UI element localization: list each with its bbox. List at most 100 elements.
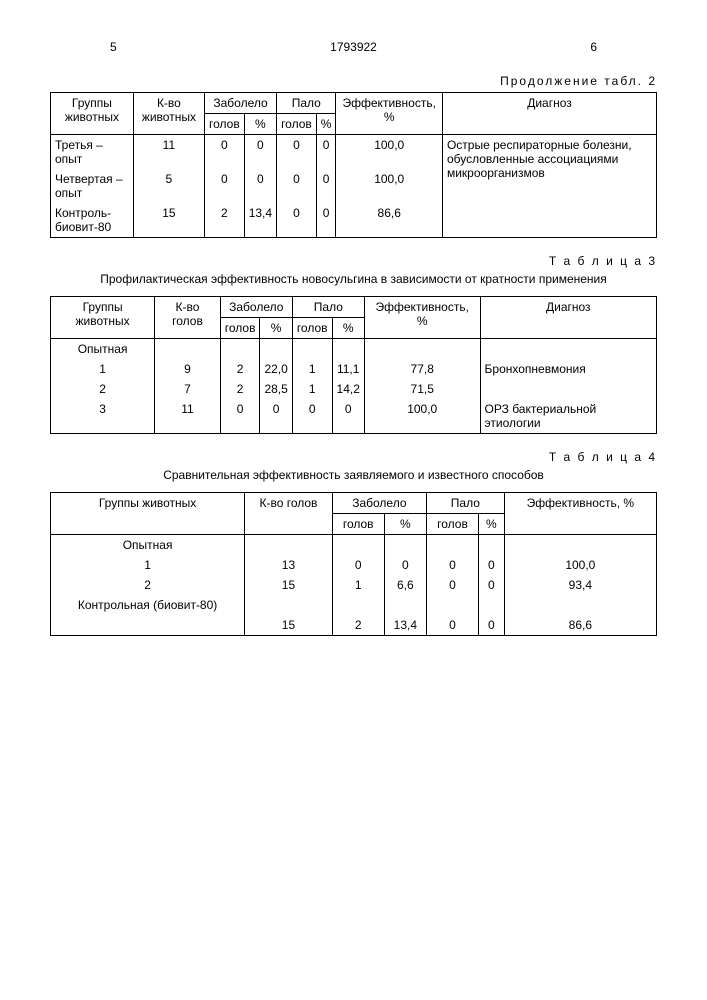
cell-ill-h: 0 bbox=[204, 135, 244, 170]
col-eff: Эффективность, % bbox=[336, 93, 443, 135]
cell-diag: ОРЗ бактериальной этиологии bbox=[480, 399, 656, 434]
col-died-pct: % bbox=[332, 318, 364, 339]
cell-ill-h: 0 bbox=[220, 399, 260, 434]
col-ill-pct: % bbox=[244, 114, 276, 135]
cell-d-p: 0 bbox=[316, 135, 336, 170]
cell-count: 11 bbox=[133, 135, 204, 170]
cell-ill-p: 13,4 bbox=[384, 615, 426, 636]
table2: Группы животных К-во животных Заболело П… bbox=[50, 92, 657, 238]
cell-count: 5 bbox=[133, 169, 204, 203]
cell-group: 2 bbox=[51, 575, 245, 595]
cell-d-h: 0 bbox=[427, 555, 479, 575]
table-row: Контрольная (биовит-80) bbox=[51, 595, 657, 615]
cell-d-p: 0 bbox=[316, 203, 336, 238]
col-died-pct: % bbox=[478, 514, 504, 535]
cell-ill-h: 0 bbox=[332, 555, 384, 575]
table-row: 15 2 13,4 0 0 86,6 bbox=[51, 615, 657, 636]
cell-d-h: 0 bbox=[427, 615, 479, 636]
cell-ill-h: 2 bbox=[220, 379, 260, 399]
col-count: К-во голов bbox=[245, 493, 333, 535]
col-ill-pct: % bbox=[260, 318, 292, 339]
col-group: Группы животных bbox=[51, 493, 245, 535]
cell-group: 3 bbox=[51, 399, 155, 434]
col-died-heads: голов bbox=[277, 114, 317, 135]
cell-ill-p: 28,5 bbox=[260, 379, 292, 399]
cell-count: 15 bbox=[245, 615, 333, 636]
cell-d-h: 0 bbox=[277, 169, 317, 203]
cell-d-p: 11,1 bbox=[332, 359, 364, 379]
col-died: Пало bbox=[427, 493, 505, 514]
table-row: 1 9 2 22,0 1 11,1 77,8 Бронхопневмония bbox=[51, 359, 657, 379]
col-diag: Диагноз bbox=[480, 297, 656, 339]
page-right: 6 bbox=[590, 40, 597, 54]
cell-diag bbox=[480, 379, 656, 399]
cell-ill-h: 1 bbox=[332, 575, 384, 595]
table4-label: Т а б л и ц а 4 bbox=[50, 450, 657, 464]
cell-group: Опытная bbox=[51, 535, 245, 556]
cell-d-p: 0 bbox=[316, 169, 336, 203]
col-ill: Заболело bbox=[332, 493, 426, 514]
cell-eff: 93,4 bbox=[504, 575, 656, 595]
cell-d-h: 0 bbox=[277, 203, 317, 238]
cell-ill-h: 2 bbox=[204, 203, 244, 238]
cell-eff: 86,6 bbox=[336, 203, 443, 238]
table-row: 2 15 1 6,6 0 0 93,4 bbox=[51, 575, 657, 595]
cell-ill-h: 2 bbox=[220, 359, 260, 379]
cell-group: 2 bbox=[51, 379, 155, 399]
cell-eff: 100,0 bbox=[336, 135, 443, 170]
col-diag: Диагноз bbox=[442, 93, 656, 135]
page-left: 5 bbox=[110, 40, 117, 54]
col-eff: Эффективность, % bbox=[504, 493, 656, 535]
cell-diag: Бронхопневмония bbox=[480, 359, 656, 379]
cell-group: Третья – опыт bbox=[51, 135, 134, 170]
cell-d-h: 0 bbox=[292, 399, 332, 434]
cell-ill-h: 0 bbox=[204, 169, 244, 203]
table3: Группы животных К-во голов Заболело Пало… bbox=[50, 296, 657, 434]
cell-d-p: 0 bbox=[478, 575, 504, 595]
cell-eff: 100,0 bbox=[364, 399, 480, 434]
col-ill: Заболело bbox=[220, 297, 292, 318]
cell-d-p: 0 bbox=[478, 555, 504, 575]
col-ill-pct: % bbox=[384, 514, 426, 535]
col-ill-heads: голов bbox=[332, 514, 384, 535]
cell-d-h: 0 bbox=[427, 575, 479, 595]
cell-count: 11 bbox=[155, 399, 221, 434]
cell-ill-h: 2 bbox=[332, 615, 384, 636]
cell-d-h: 0 bbox=[277, 135, 317, 170]
cell-d-p: 14,2 bbox=[332, 379, 364, 399]
col-eff: Эффективность, % bbox=[364, 297, 480, 339]
cell-ill-p: 13,4 bbox=[244, 203, 276, 238]
cell-eff: 86,6 bbox=[504, 615, 656, 636]
col-count: К-во голов bbox=[155, 297, 221, 339]
cell-d-h: 1 bbox=[292, 379, 332, 399]
cell-group: Контроль-биовит-80 bbox=[51, 203, 134, 238]
cell-group: Четвертая – опыт bbox=[51, 169, 134, 203]
table4: Группы животных К-во голов Заболело Пало… bbox=[50, 492, 657, 636]
col-count: К-во животных bbox=[133, 93, 204, 135]
col-ill-heads: голов bbox=[220, 318, 260, 339]
cell-count: 15 bbox=[245, 575, 333, 595]
cell-eff: 100,0 bbox=[504, 555, 656, 575]
cell-eff: 100,0 bbox=[336, 169, 443, 203]
cell-count: 15 bbox=[133, 203, 204, 238]
col-ill-heads: голов bbox=[204, 114, 244, 135]
table-row: Третья – опыт 11 0 0 0 0 100,0 Острые ре… bbox=[51, 135, 657, 170]
cell-ill-p: 0 bbox=[384, 555, 426, 575]
cell-d-h: 1 bbox=[292, 359, 332, 379]
cell-d-p: 0 bbox=[332, 399, 364, 434]
cell-group: 1 bbox=[51, 359, 155, 379]
cell-d-p: 0 bbox=[478, 615, 504, 636]
cell-ill-p: 0 bbox=[260, 399, 292, 434]
cell-eff: 77,8 bbox=[364, 359, 480, 379]
cell-count: 9 bbox=[155, 359, 221, 379]
table-row: 1 13 0 0 0 0 100,0 bbox=[51, 555, 657, 575]
cell-ill-p: 0 bbox=[244, 135, 276, 170]
cell-ill-p: 0 bbox=[244, 169, 276, 203]
col-group: Группы животных bbox=[51, 297, 155, 339]
table-row: 3 11 0 0 0 0 100,0 ОРЗ бактериальной эти… bbox=[51, 399, 657, 434]
page-center: 1793922 bbox=[330, 40, 377, 54]
cell-ill-p: 6,6 bbox=[384, 575, 426, 595]
table3-caption: Профилактическая эффективность новосульг… bbox=[50, 272, 657, 286]
col-died-pct: % bbox=[316, 114, 336, 135]
cell-eff: 71,5 bbox=[364, 379, 480, 399]
